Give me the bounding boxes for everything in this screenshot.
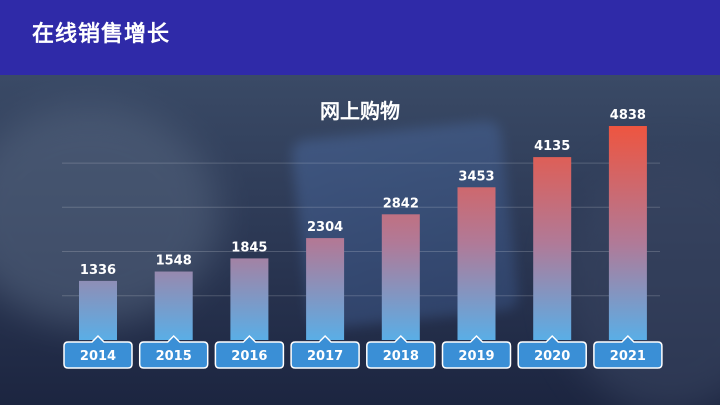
bar-value-label: 2842 bbox=[383, 196, 419, 211]
bar-value-label: 4838 bbox=[610, 108, 646, 123]
bar bbox=[457, 187, 496, 340]
x-tick-box bbox=[441, 334, 512, 369]
x-tick-box bbox=[593, 334, 663, 369]
x-tick-box bbox=[214, 334, 285, 369]
bar-value-label: 4135 bbox=[534, 139, 570, 154]
page-title: 在线销售增长 bbox=[32, 22, 171, 47]
bar bbox=[608, 126, 647, 340]
bar bbox=[154, 271, 193, 340]
bar bbox=[230, 258, 269, 340]
x-tick-box bbox=[366, 334, 436, 369]
x-tick-label: 2020 bbox=[534, 349, 570, 364]
x-tick-label: 2016 bbox=[231, 349, 267, 364]
x-tick-label: 2018 bbox=[383, 349, 419, 364]
bar-value-label: 1845 bbox=[231, 240, 267, 255]
x-tick-label: 2014 bbox=[80, 349, 116, 364]
x-tick-box bbox=[290, 334, 360, 369]
header-bar: 在线销售增长 bbox=[0, 0, 720, 75]
x-tick-label: 2017 bbox=[307, 349, 343, 364]
bar bbox=[306, 238, 345, 340]
bar bbox=[533, 157, 572, 340]
x-tick-box bbox=[517, 334, 587, 369]
bar-value-label: 1548 bbox=[156, 254, 192, 269]
bar bbox=[381, 214, 420, 340]
bar-value-label: 2304 bbox=[307, 220, 343, 235]
chart-title: 网上购物 bbox=[320, 99, 400, 123]
bar-value-label: 1336 bbox=[80, 263, 116, 278]
x-tick-label: 2021 bbox=[610, 349, 646, 364]
x-tick-label: 2019 bbox=[458, 349, 494, 364]
x-tick-label: 2015 bbox=[156, 349, 192, 364]
x-tick-box bbox=[138, 334, 209, 369]
x-tick-box bbox=[63, 334, 133, 369]
bar bbox=[79, 280, 117, 340]
bar-value-label: 3453 bbox=[458, 169, 494, 184]
